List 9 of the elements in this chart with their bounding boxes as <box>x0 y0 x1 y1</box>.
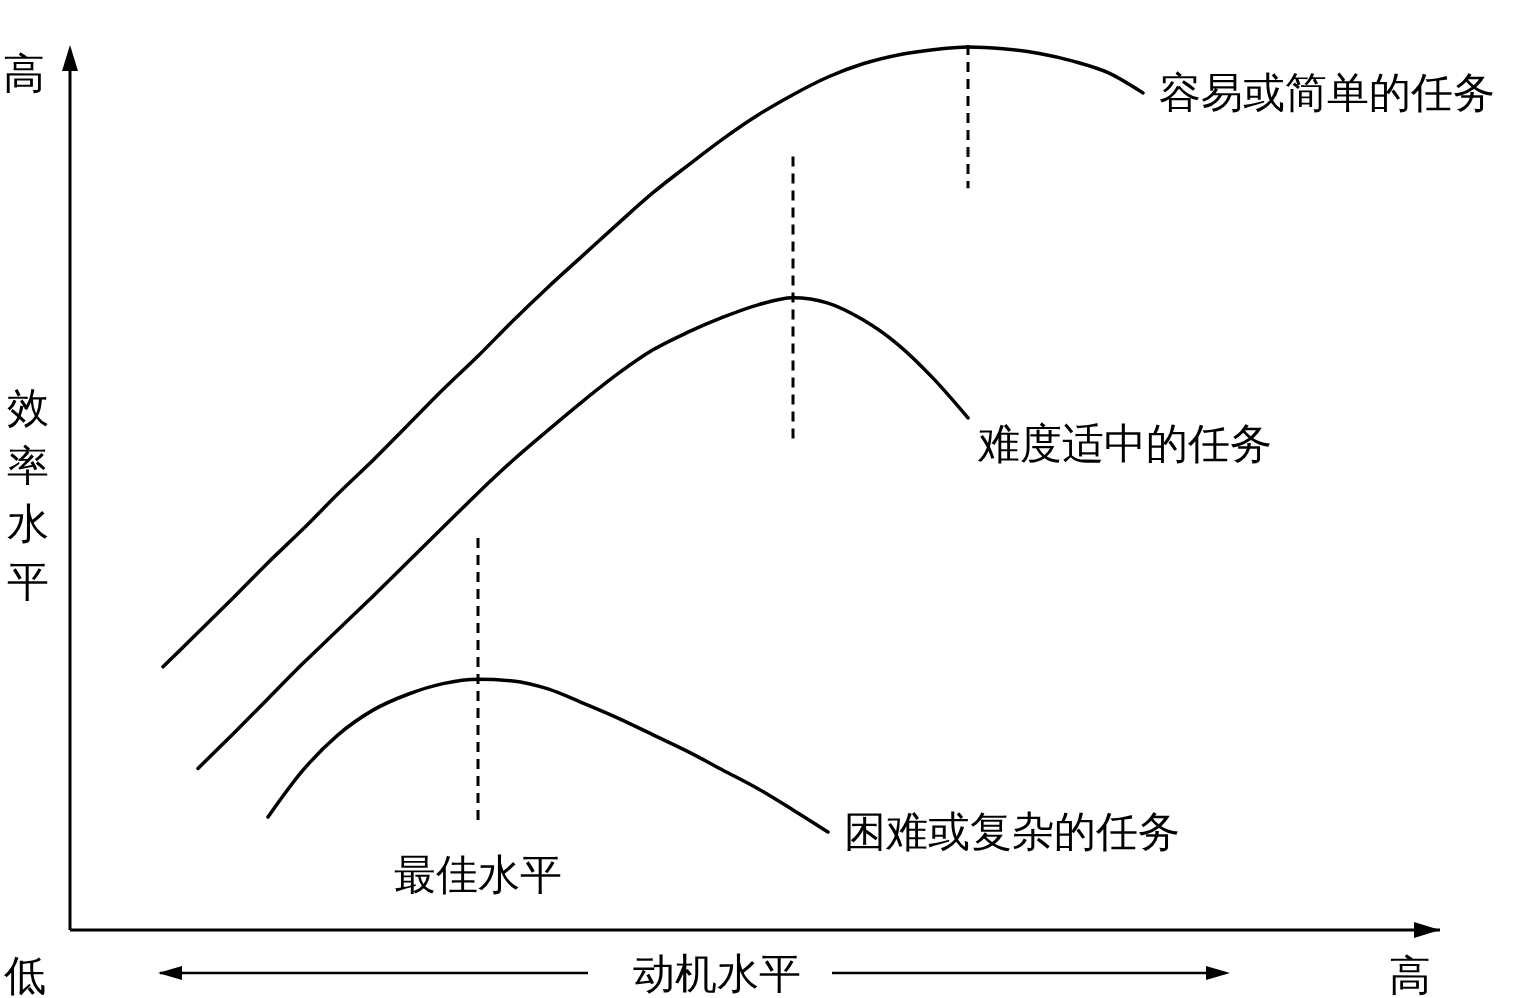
series-label: 困难或复杂的任务 <box>844 808 1180 855</box>
annotation: 最佳水平 <box>394 851 562 898</box>
series-label: 容易或简单的任务 <box>1159 69 1495 116</box>
x-axis-title: 动机水平 <box>633 951 801 997</box>
text: 高 <box>1389 953 1431 998</box>
series-label: 难度适中的任务 <box>977 420 1272 467</box>
y-axis-title: 效率水平 <box>7 385 49 605</box>
text: 低 <box>4 953 46 998</box>
text: 高 <box>3 51 45 97</box>
